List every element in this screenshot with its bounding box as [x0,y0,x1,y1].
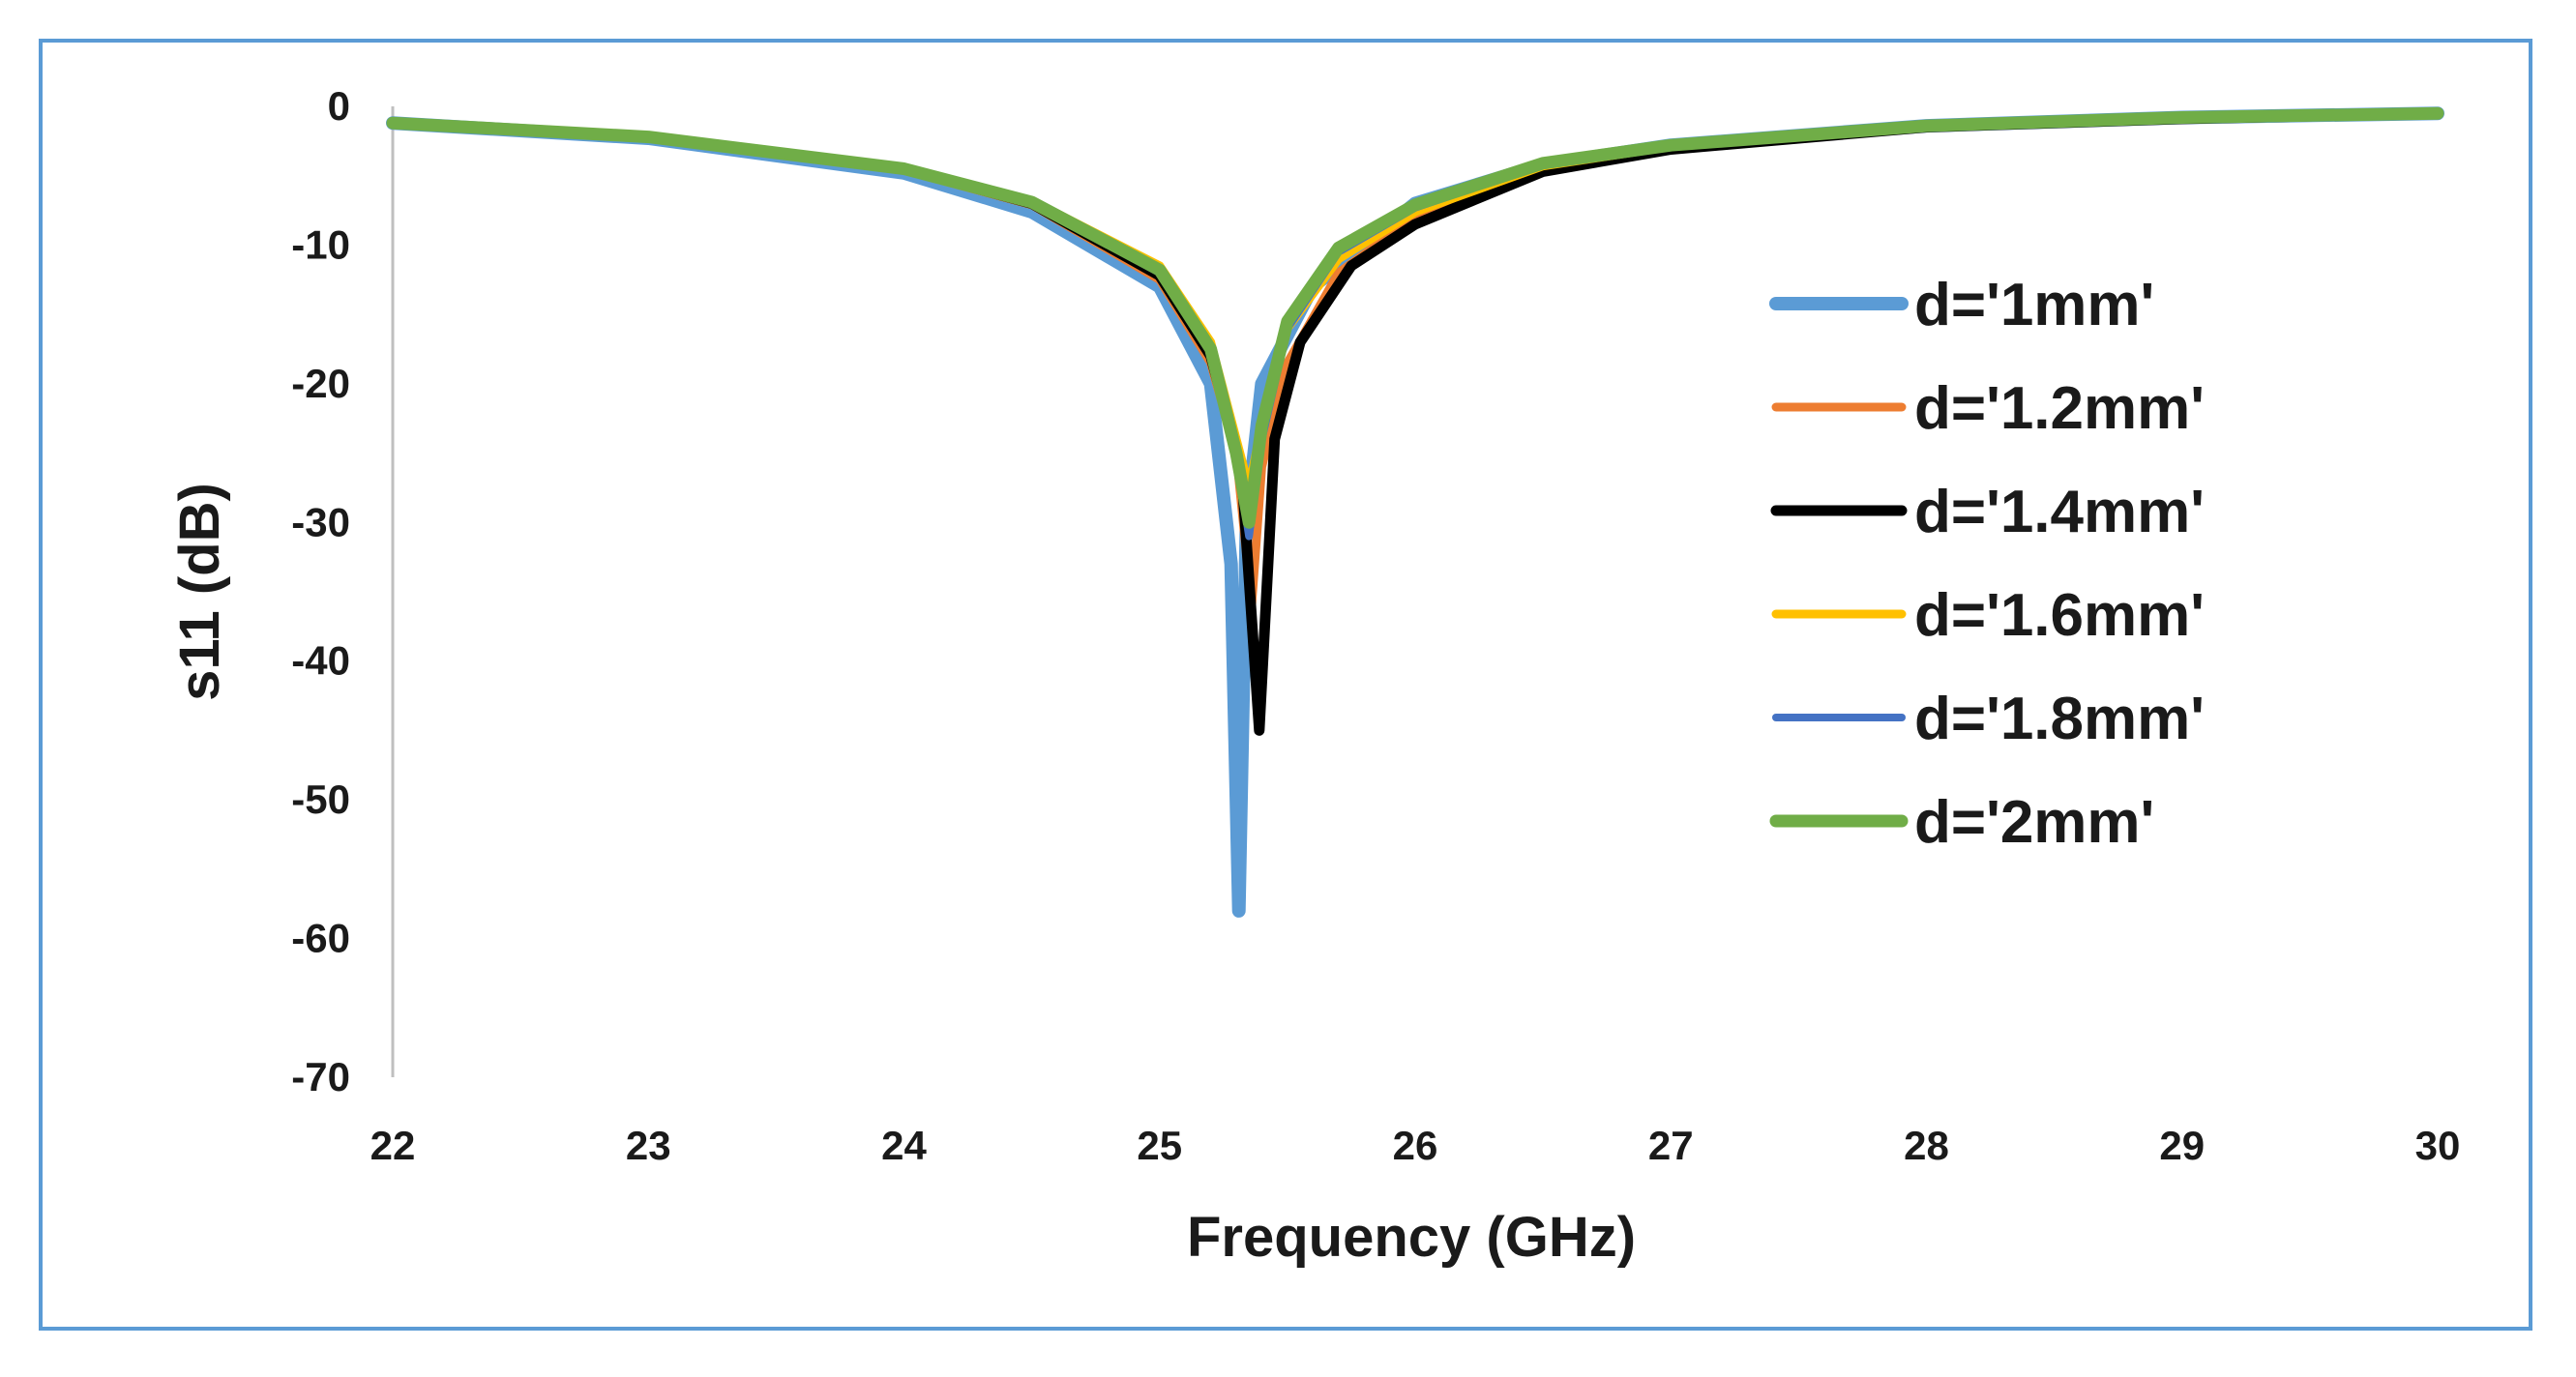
chart-frame: 0 -10 -20 -30 -40 -50 -60 -70 22 23 24 25 26 27 28 29 3… [39,39,2532,1331]
x-tick-label: 25 [1137,1123,1182,1168]
x-tick-label: 22 [370,1123,416,1168]
legend-label: d='1.8mm' [1914,686,2205,752]
series-line-6 [386,106,2444,529]
y-tick-label: -30 [291,499,350,544]
x-tick-labels: 22 23 24 25 26 27 28 29 30 [370,1123,2461,1168]
x-axis-title: Frequency (GHz) [1187,1206,1636,1269]
x-tick-label: 27 [1648,1123,1694,1168]
y-tick-labels: 0 -10 -20 -30 -40 -50 -60 -70 [291,83,350,1099]
legend-label: d='1.4mm' [1914,479,2205,545]
x-tick-label: 26 [1393,1123,1438,1168]
series-lines [386,106,2444,918]
y-tick-label: -70 [291,1054,350,1099]
s11-frequency-chart: 0 -10 -20 -30 -40 -50 -60 -70 22 23 24 25 26 27 28 29 3… [168,83,2461,1269]
legend-label: d='1mm' [1914,272,2154,338]
y-tick-label: -40 [291,638,350,684]
x-tick-label: 30 [2415,1123,2461,1168]
y-tick-label: 0 [328,83,350,129]
x-tick-label: 29 [2159,1123,2205,1168]
legend-label: d='1.2mm' [1914,375,2205,442]
x-tick-label: 28 [1904,1123,1949,1168]
y-tick-label: -20 [291,361,350,406]
x-tick-label: 24 [881,1123,927,1168]
legend-label: d='1.6mm' [1914,582,2205,649]
y-tick-label: -10 [291,221,350,267]
y-tick-label: -60 [291,916,350,961]
legend: d='1mm' d='1.2mm' d='1.4mm' d='1.6mm' d='1.8… [1769,272,2205,856]
legend-label: d='2mm' [1914,789,2154,856]
x-tick-label: 23 [626,1123,671,1168]
y-tick-label: -50 [291,776,350,822]
y-axis-title: s11 (dB) [168,483,231,701]
